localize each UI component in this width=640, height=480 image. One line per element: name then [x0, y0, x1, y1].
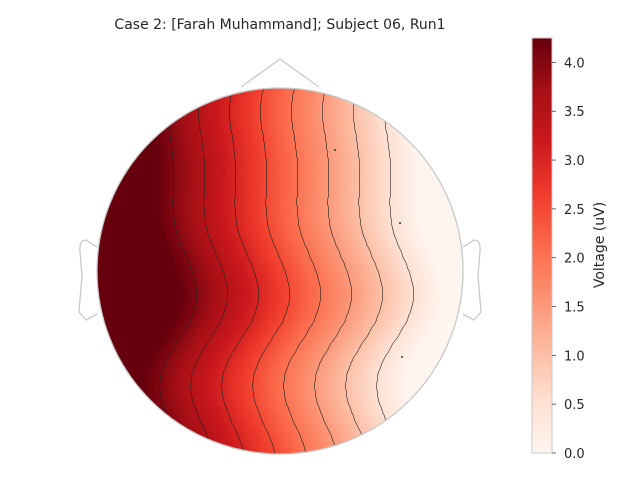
contour-line — [221, 88, 259, 454]
voltage-strips — [97, 88, 463, 454]
colorbar — [531, 37, 553, 454]
colorbar-tick-label: 0.0 — [564, 447, 585, 462]
colorbar-ticks: 0.0 0.5 1.0 1.5 2.0 2.5 3.0 3.5 4.0 — [552, 56, 585, 462]
colorbar-tick-label: 1.0 — [564, 349, 585, 364]
sensor-dot — [401, 356, 403, 358]
contour-line — [376, 88, 414, 454]
colorbar-tick-label: 3.0 — [564, 154, 585, 169]
sensor-dot — [399, 222, 401, 224]
colorbar-tick-label: 1.5 — [564, 301, 585, 316]
contour-line — [190, 88, 228, 454]
right-ear-outline — [462, 239, 482, 321]
colorbar-tick-label: 2.0 — [564, 252, 585, 267]
colorbar-tick-label: 3.5 — [564, 105, 585, 120]
contour-line — [345, 88, 383, 454]
nose-outline — [240, 58, 320, 88]
sensor-dot — [403, 133, 405, 135]
colorbar-tick-label: 2.5 — [564, 203, 585, 218]
contour-line — [283, 88, 321, 454]
chart-title: Case 2: [Farah Muhammand]; Subject 06, R… — [114, 17, 445, 33]
head-outline — [96, 87, 464, 455]
colorbar-tick-label: 4.0 — [564, 56, 585, 71]
contour-lines — [159, 88, 414, 454]
colorbar-tick-label: 0.5 — [564, 398, 585, 413]
contour-line — [159, 88, 197, 454]
left-ear-outline — [78, 239, 98, 321]
colorbar-label: Voltage (uV) — [592, 202, 608, 288]
sensor-dot — [334, 149, 336, 151]
contour-line — [314, 88, 352, 454]
contour-line — [252, 88, 290, 454]
